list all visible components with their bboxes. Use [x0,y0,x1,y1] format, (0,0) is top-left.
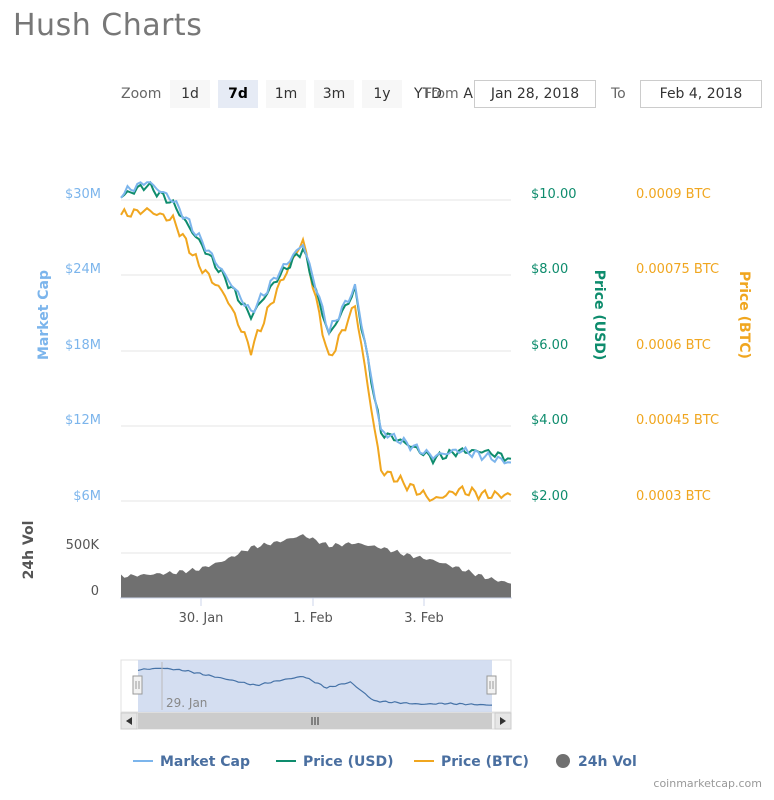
navigator-right-handle[interactable] [486,675,497,695]
legend-item-24h-vol[interactable]: 24h Vol [556,754,637,770]
navigator[interactable]: 29. Jan [120,659,512,713]
market-cap-axis-title: Market Cap [36,270,52,360]
price-usd-line [120,180,512,466]
credits-link[interactable]: coinmarketcap.com [653,777,762,790]
market-cap-line [120,181,512,465]
navigator-series-line [137,667,493,706]
price-btc-tick: 0.00045 BTC [636,413,719,428]
price-btc-tick: 0.0003 BTC [636,489,711,504]
to-label: To [611,86,626,102]
from-date-input[interactable]: Jan 28, 2018 [474,80,596,108]
from-label: From [424,86,459,102]
volume-tick: 500K [66,538,100,553]
legend-label: Price (USD) [303,754,394,770]
zoom-7d-button[interactable]: 7d [218,80,258,108]
zoom-1m-button[interactable]: 1m [266,80,306,108]
zoom-3m-button[interactable]: 3m [314,80,354,108]
price-usd-axis-title: Price (USD) [591,270,607,361]
scrollbar[interactable] [120,712,512,730]
market-cap-tick: $18M [65,338,101,353]
circle-icon [556,754,570,768]
price-usd-tick: $2.00 [531,489,568,504]
legend-label: Price (BTC) [441,754,529,770]
market-cap-tick: $12M [65,413,101,428]
navigator-selection[interactable] [138,660,492,712]
price-usd-tick: $8.00 [531,262,568,277]
to-date-input[interactable]: Feb 4, 2018 [640,80,762,108]
legend-label: Market Cap [160,754,250,770]
price-btc-tick: 0.00075 BTC [636,262,719,277]
grid-lines [121,199,511,554]
price-btc-line [120,206,512,503]
volume-tick: 0 [91,584,99,599]
scrollbar-left-button[interactable] [120,712,138,730]
volume-axis-title: 24h Vol [21,521,37,580]
market-cap-tick: $6M [73,489,101,504]
legend-item-price-usd[interactable]: Price (USD) [276,754,394,770]
zoom-1d-button[interactable]: 1d [170,80,210,108]
zoom-ytd-button[interactable]: YTD [414,86,442,102]
price-btc-tick: 0.0009 BTC [636,187,711,202]
legend-label: 24h Vol [578,754,637,770]
price-btc-tick: 0.0006 BTC [636,338,711,353]
zoom-1y-button[interactable]: 1y [362,80,402,108]
scrollbar-right-button[interactable] [494,712,512,730]
zoom-label: Zoom [121,86,162,102]
price-usd-tick: $10.00 [531,187,577,202]
navigator-left-handle[interactable] [132,675,143,695]
market-cap-tick: $30M [65,187,101,202]
legend-item-price-btc[interactable]: Price (BTC) [414,754,529,770]
chart-title: Hush Charts [13,8,203,43]
market-cap-tick: $24M [65,262,101,277]
x-tick-label: 1. Feb [293,611,333,626]
navigator-tick-label: 29. Jan [166,696,207,710]
volume-area [121,534,511,598]
x-tick-label: 30. Jan [179,611,224,626]
x-tick-label: 3. Feb [404,611,444,626]
price-btc-axis-title: Price (BTC) [736,271,752,359]
price-usd-tick: $6.00 [531,338,568,353]
price-usd-tick: $4.00 [531,413,568,428]
legend-item-market-cap[interactable]: Market Cap [133,754,250,770]
